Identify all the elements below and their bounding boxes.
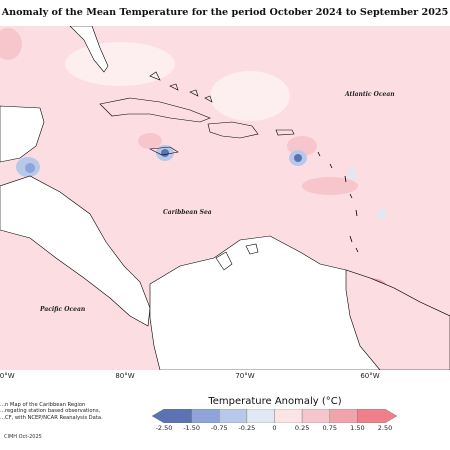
credit: CIMH Oct-2025 bbox=[4, 434, 42, 440]
temperature-anomaly-map: Atlantic Ocean Caribbean Sea Pacific Oce… bbox=[0, 26, 450, 370]
anomaly-cool-spot-core bbox=[161, 149, 169, 157]
landmass-florida bbox=[69, 26, 109, 73]
landmass-cuba bbox=[99, 97, 211, 123]
label-atlantic-ocean: Atlantic Ocean bbox=[344, 91, 395, 98]
source-note-line: ...regating station based observations, bbox=[0, 408, 101, 415]
anomaly-patch-warm bbox=[302, 177, 358, 195]
legend-labels: -2.50 -1.50 -0.75 -0.25 0 0.25 0.75 1.50 2.50 bbox=[150, 424, 400, 434]
map-title: Anomaly of the Mean Temperature for the … bbox=[1, 7, 449, 18]
landmass-coastal-detail bbox=[215, 243, 259, 271]
source-note-line: ...CF, with NCEP/NCAR Reanalysis Data. bbox=[0, 414, 103, 421]
legend-tick-label: -0.75 bbox=[210, 424, 228, 432]
anomaly-patch-light bbox=[210, 71, 290, 121]
legend-tick-label: -0.25 bbox=[238, 424, 256, 432]
longitude-tick: 60°W bbox=[360, 372, 380, 380]
anomaly-cool-spot bbox=[348, 168, 356, 180]
longitude-tick: 80°W bbox=[115, 372, 135, 380]
longitude-tick: 90°W bbox=[0, 372, 15, 380]
legend-tick-label: 2.50 bbox=[377, 424, 393, 432]
landmass-lesser-antilles bbox=[317, 151, 359, 253]
source-note: ...n Map of the Caribbean Region ...rega… bbox=[0, 402, 140, 421]
landmass-hispaniola bbox=[207, 121, 259, 139]
longitude-axis: 90°W 80°W 70°W 60°W bbox=[0, 372, 450, 384]
landmass-puerto-rico bbox=[275, 129, 295, 136]
legend-tick-label: -1.50 bbox=[183, 424, 201, 432]
legend-swatch bbox=[357, 409, 397, 423]
landmass-central-america bbox=[0, 175, 151, 327]
anomaly-patch-warm bbox=[138, 133, 162, 149]
legend-title: Temperature Anomaly (°C) bbox=[208, 396, 342, 407]
label-caribbean-sea: Caribbean Sea bbox=[163, 209, 212, 216]
legend-swatch bbox=[274, 409, 303, 423]
legend-swatch bbox=[246, 409, 275, 423]
legend-tick-label: 0.25 bbox=[294, 424, 310, 432]
legend-tick-label: -2.50 bbox=[155, 424, 173, 432]
anomaly-cool-spot-core bbox=[294, 154, 302, 162]
legend-swatch bbox=[191, 409, 220, 423]
landmass-yucatan bbox=[0, 105, 45, 163]
legend-tick-label: 1.50 bbox=[350, 424, 365, 432]
anomaly-cool-spot bbox=[377, 209, 387, 219]
anomaly-cool-spot-core bbox=[25, 163, 35, 173]
legend-tick-label: 0.75 bbox=[322, 424, 337, 432]
source-note-line: ...n Map of the Caribbean Region bbox=[0, 402, 86, 408]
longitude-tick: 70°W bbox=[235, 372, 255, 380]
landmass-jamaica bbox=[148, 146, 179, 156]
legend-swatch bbox=[219, 409, 248, 423]
legend-colorbar bbox=[152, 409, 397, 423]
legend-swatch bbox=[301, 409, 330, 423]
label-pacific-ocean: Pacific Ocean bbox=[39, 306, 85, 313]
legend-tick-label: 0 bbox=[272, 424, 277, 432]
landmass-guianas bbox=[345, 269, 450, 370]
landmass-bahamas bbox=[149, 71, 213, 103]
legend-swatch bbox=[152, 409, 192, 423]
legend-swatch bbox=[329, 409, 358, 423]
anomaly-patch-warm bbox=[0, 28, 22, 60]
